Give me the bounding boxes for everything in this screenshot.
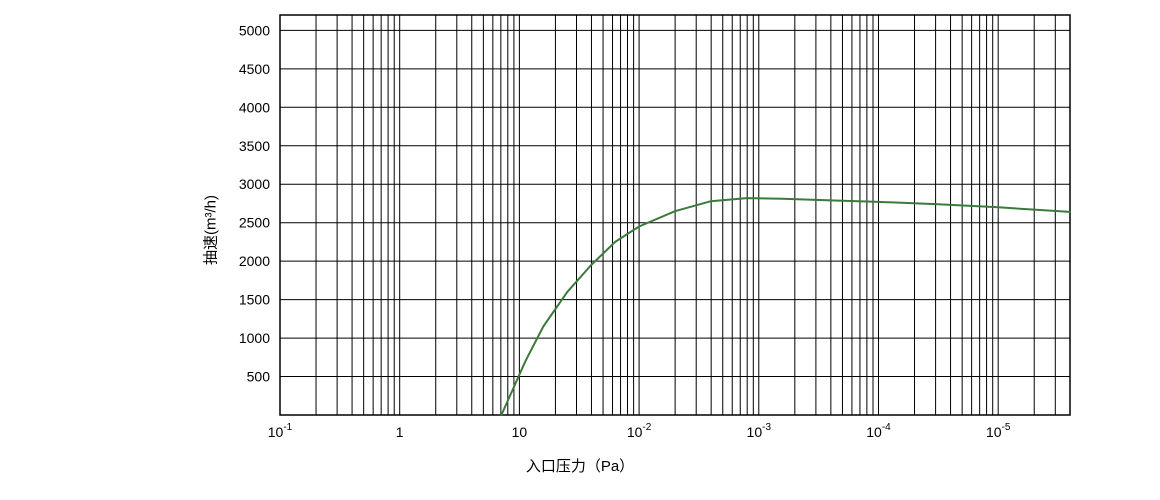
x-tick-label: 10-4: [866, 422, 891, 440]
x-axis-label: 入口压力（Pa）: [0, 455, 1160, 476]
x-tick-label: 10-1: [268, 422, 293, 440]
chart-svg: 500 1000 1500 2000 2500 3000 3500 4000 4500 5000 1…: [0, 0, 1160, 500]
y-tick-label: 2500: [239, 215, 270, 231]
y-axis-label: 抽速(m³/h): [200, 195, 221, 265]
x-tick-label: 10: [512, 424, 528, 440]
y-tick-label: 3500: [239, 138, 270, 154]
y-tick-label: 2000: [239, 253, 270, 269]
chart-container: 500 1000 1500 2000 2500 3000 3500 4000 4500 5000 1…: [0, 0, 1160, 500]
y-tick-label: 3000: [239, 176, 270, 192]
x-tick-label: 10-5: [986, 422, 1011, 440]
x-tick-label: 10-3: [747, 422, 772, 440]
y-tick-label: 5000: [239, 22, 270, 38]
y-tick-label: 4000: [239, 99, 270, 115]
x-tick-label: 10-2: [627, 422, 652, 440]
y-tick-label: 4500: [239, 61, 270, 77]
x-tick-label: 1: [396, 424, 404, 440]
y-tick-label: 500: [247, 369, 271, 385]
y-tick-label: 1500: [239, 292, 270, 308]
y-tick-label: 1000: [239, 330, 270, 346]
